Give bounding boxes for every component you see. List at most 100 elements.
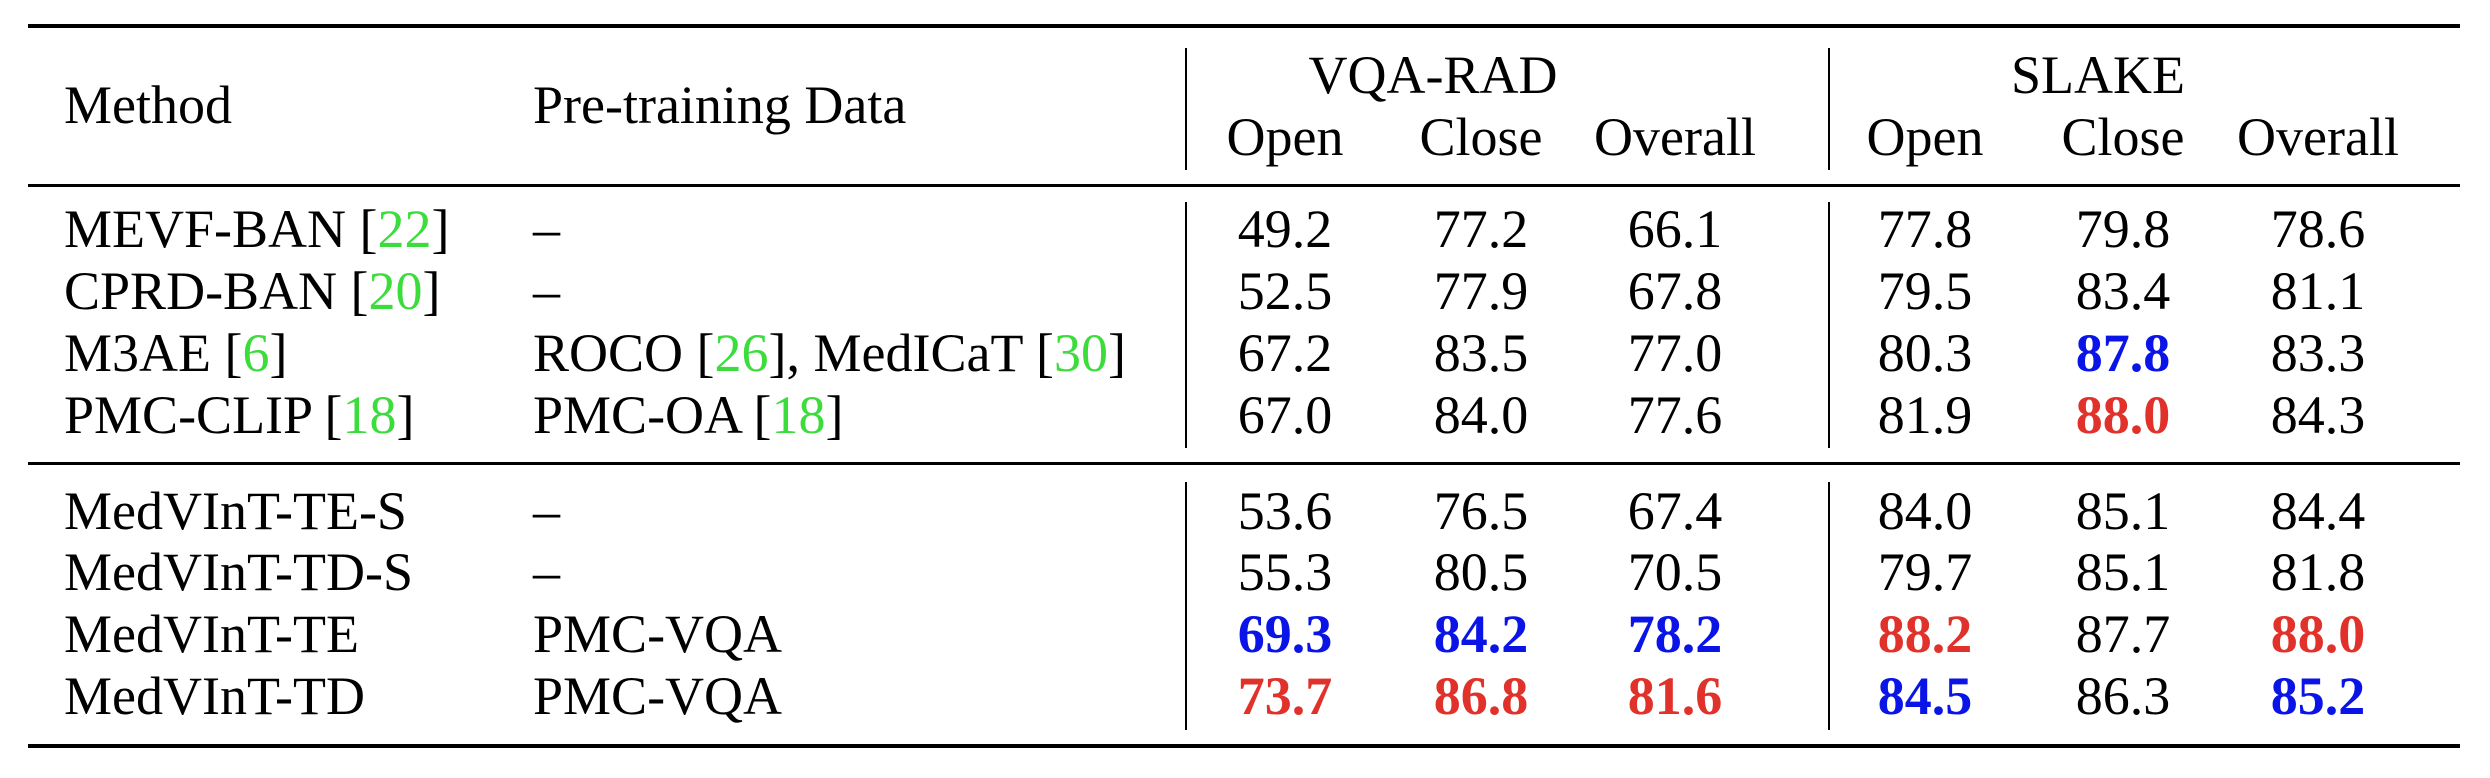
score-cell: 73.7 (1237, 666, 1333, 726)
method-cell: MedVInT-TD (64, 665, 365, 727)
citation-link: 22 (377, 199, 432, 259)
method-name: MedVInT-TE-S (64, 481, 407, 541)
method-name: CPRD-BAN [ (64, 261, 369, 321)
pretraining-cell: – (533, 480, 560, 542)
score-cell: 53.6 (1237, 481, 1333, 541)
method-name: MEVF-BAN [ (64, 199, 378, 259)
citation-bracket: ] (431, 199, 450, 259)
method-name: PMC-CLIP [ (64, 385, 343, 445)
citation-link: 30 (1053, 323, 1108, 383)
score-cell: 81.9 (1877, 385, 1973, 445)
method-name: MedVInT-TE (64, 604, 359, 664)
score-cell: 85.2 (2270, 666, 2366, 726)
score-cell: 70.5 (1627, 542, 1723, 602)
score-cell: 78.2 (1627, 604, 1723, 664)
score-cell: 83.4 (2075, 261, 2171, 321)
section-rule (28, 462, 2460, 465)
score-cell: 84.0 (1877, 481, 1973, 541)
score-cell: 85.1 (2075, 542, 2171, 602)
score-cell: 83.3 (2270, 323, 2366, 383)
method-name: MedVInT-TD-S (64, 542, 413, 602)
header-group-vqarad: VQA-RAD (1308, 45, 1558, 105)
score-cell: 84.5 (1877, 666, 1973, 726)
score-cell: 67.0 (1237, 385, 1333, 445)
score-cell: 81.6 (1627, 666, 1723, 726)
pretraining-text: – (533, 481, 560, 541)
pretraining-text: PMC-OA [ (533, 385, 772, 445)
score-cell: 77.0 (1627, 323, 1723, 383)
score-cell: 86.3 (2075, 666, 2171, 726)
citation-link: 6 (242, 323, 270, 383)
score-cell: 67.8 (1627, 261, 1723, 321)
header-vqarad-close: Close (1419, 107, 1543, 167)
score-cell: 79.8 (2075, 199, 2171, 259)
score-cell: 52.5 (1237, 261, 1333, 321)
method-cell: MedVInT-TE (64, 603, 359, 665)
pretraining-cell: PMC-OA [18] (533, 384, 844, 446)
method-cell: MedVInT-TD-S (64, 541, 413, 603)
method-name: MedVInT-TD (64, 666, 365, 726)
score-cell: 88.0 (2075, 385, 2171, 445)
header-vqarad-overall: Overall (1594, 107, 1756, 167)
pretraining-cell: PMC-VQA (533, 665, 782, 727)
score-cell: 77.2 (1433, 199, 1529, 259)
header-group-slake: SLAKE (2011, 45, 2185, 105)
score-cell: 87.7 (2075, 604, 2171, 664)
citation-link: 26 (714, 323, 769, 383)
score-cell: 78.6 (2270, 199, 2366, 259)
pretraining-cell: – (533, 198, 560, 260)
score-cell: 77.6 (1627, 385, 1723, 445)
citation-bracket: ] (422, 261, 441, 321)
pretraining-text: ] (1107, 323, 1126, 383)
method-cell: CPRD-BAN [20] (64, 260, 441, 322)
pretraining-cell: ROCO [26], MedICaT [30] (533, 322, 1126, 384)
divider-slake-header (1828, 48, 1830, 170)
score-cell: 79.5 (1877, 261, 1973, 321)
citation-link: 18 (342, 385, 397, 445)
score-cell: 80.3 (1877, 323, 1973, 383)
divider-vqarad-top (1185, 202, 1187, 448)
score-cell: 49.2 (1237, 199, 1333, 259)
score-cell: 67.2 (1237, 323, 1333, 383)
score-cell: 69.3 (1237, 604, 1333, 664)
score-cell: 77.9 (1433, 261, 1529, 321)
score-cell: 76.5 (1433, 481, 1529, 541)
bottom-rule (28, 744, 2460, 748)
pretraining-cell: – (533, 260, 560, 322)
citation-link: 18 (771, 385, 826, 445)
pretraining-cell: PMC-VQA (533, 603, 782, 665)
results-table: Method Pre-training Data VQA-RAD SLAKE O… (28, 0, 2460, 778)
header-rule (28, 184, 2460, 187)
score-cell: 88.0 (2270, 604, 2366, 664)
score-cell: 83.5 (1433, 323, 1529, 383)
pretraining-text: ], MedICaT [ (768, 323, 1054, 383)
score-cell: 81.1 (2270, 261, 2366, 321)
pretraining-text: PMC-VQA (533, 666, 783, 726)
pretraining-text: PMC-VQA (533, 604, 783, 664)
divider-slake-bottom (1828, 482, 1830, 730)
header-method: Method (64, 75, 232, 135)
citation-link: 20 (368, 261, 423, 321)
score-cell: 79.7 (1877, 542, 1973, 602)
method-name: M3AE [ (64, 323, 243, 383)
header-slake-open: Open (1866, 107, 1984, 167)
score-cell: 84.4 (2270, 481, 2366, 541)
score-cell: 87.8 (2075, 323, 2171, 383)
citation-bracket: ] (269, 323, 288, 383)
score-cell: 84.0 (1433, 385, 1529, 445)
score-cell: 88.2 (1877, 604, 1973, 664)
divider-vqarad-bottom (1185, 482, 1187, 730)
score-cell: 80.5 (1433, 542, 1529, 602)
top-rule (28, 24, 2460, 28)
score-cell: 86.8 (1433, 666, 1529, 726)
method-cell: M3AE [6] (64, 322, 287, 384)
score-cell: 85.1 (2075, 481, 2171, 541)
header-slake-close: Close (2061, 107, 2185, 167)
method-cell: PMC-CLIP [18] (64, 384, 415, 446)
header-vqarad-open: Open (1226, 107, 1344, 167)
score-cell: 55.3 (1237, 542, 1333, 602)
method-cell: MEVF-BAN [22] (64, 198, 450, 260)
pretraining-text: – (533, 199, 560, 259)
method-cell: MedVInT-TE-S (64, 480, 407, 542)
score-cell: 84.2 (1433, 604, 1529, 664)
